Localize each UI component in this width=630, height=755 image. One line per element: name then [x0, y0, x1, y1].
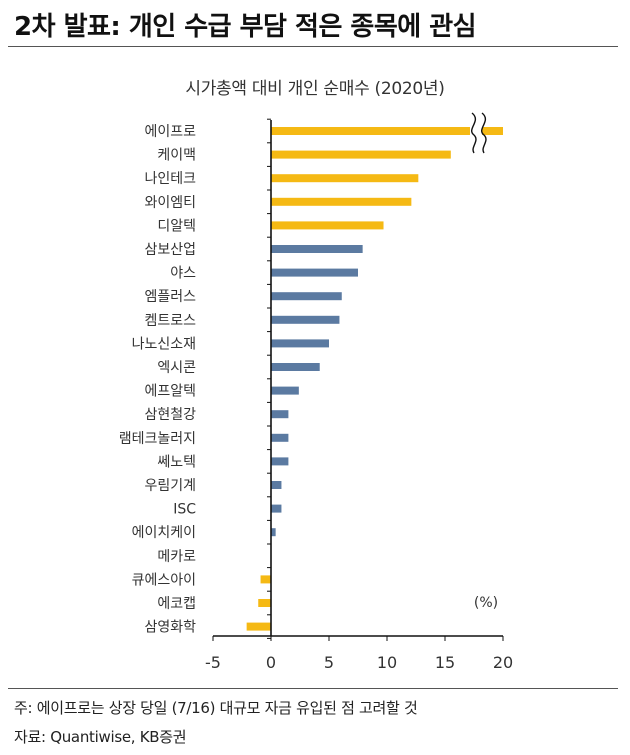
- category-label: 엠플러스: [144, 289, 196, 305]
- chart-title: 시가총액 대비 개인 순매수 (2020년): [185, 79, 445, 99]
- footer-divider: [8, 688, 618, 689]
- bar-21: [258, 599, 271, 607]
- bar-22: [246, 622, 271, 631]
- bar-14: [271, 433, 289, 442]
- bar-20: [260, 575, 271, 584]
- category-label: 케이맥: [157, 148, 196, 164]
- x-tick-label: 20: [493, 653, 513, 672]
- bar-6: [271, 245, 363, 253]
- x-tick-label: 15: [435, 653, 455, 672]
- bar-9: [271, 315, 340, 324]
- category-label: 디알텍: [157, 218, 196, 234]
- bar-3: [271, 174, 419, 183]
- category-label: 큐에스아이: [132, 572, 196, 588]
- source-note: 자료: Quantiwise, KB증권: [14, 728, 187, 746]
- bar-17: [271, 504, 282, 513]
- bar-chart: 에이프로케이맥나인테크와이엠티디알텍삼보산업야스엠플러스켐트로스나노신소재엑시콘…: [119, 112, 513, 672]
- bar-10: [271, 339, 329, 348]
- axis-break-symbol: [471, 112, 477, 154]
- category-label: 엑시콘: [157, 360, 196, 376]
- category-label: 야스: [170, 266, 196, 282]
- category-label: 삼영화학: [144, 620, 196, 636]
- bar-1: [271, 127, 503, 135]
- category-label: 에이프로: [144, 124, 196, 140]
- category-label: 에코캡: [157, 596, 196, 612]
- category-label: 삼보산업: [144, 242, 196, 258]
- x-tick-label: -5: [205, 653, 221, 672]
- category-label: 우림기계: [144, 478, 196, 494]
- category-label: 메카로: [157, 549, 196, 565]
- footnote: 주: 에이프로는 상장 당일 (7/16) 대규모 자금 유입된 점 고려할 것: [14, 699, 418, 717]
- category-label: 에이치케이: [132, 525, 196, 541]
- category-label: 삼현철강: [144, 407, 196, 423]
- bar-5: [271, 221, 384, 230]
- title-divider: [8, 46, 618, 47]
- bar-16: [271, 481, 282, 489]
- bar-8: [271, 292, 342, 301]
- category-label: 램테크놀러지: [119, 431, 196, 447]
- bar-4: [271, 197, 412, 206]
- bar-13: [271, 410, 289, 419]
- category-label: 나인테크: [144, 171, 196, 187]
- category-label: ISC: [173, 502, 196, 518]
- page-title: 2차 발표: 개인 수급 부담 적은 종목에 관심: [14, 12, 477, 42]
- category-label: 와이엠티: [144, 195, 196, 211]
- x-tick-label: 0: [266, 653, 276, 672]
- bar-18: [271, 528, 276, 537]
- x-tick-label: 5: [324, 653, 334, 672]
- axis-break-symbol: [481, 112, 487, 154]
- category-label: 켐트로스: [144, 313, 196, 329]
- bar-11: [271, 363, 320, 371]
- category-label: 에프알텍: [144, 384, 196, 400]
- category-label: 나노신소재: [132, 336, 196, 352]
- bar-2: [271, 150, 451, 159]
- category-label: 쎄노텍: [157, 454, 196, 470]
- bar-12: [271, 386, 299, 395]
- x-tick-label: 10: [377, 653, 397, 672]
- unit-label: (%): [474, 595, 498, 611]
- bar-15: [271, 457, 289, 466]
- bar-7: [271, 268, 358, 277]
